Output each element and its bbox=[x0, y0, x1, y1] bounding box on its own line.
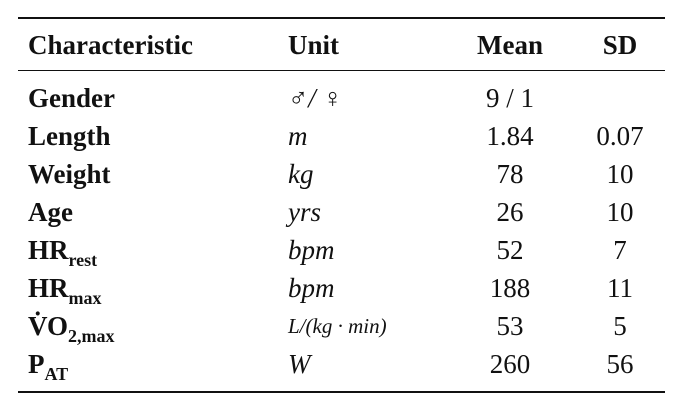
mean: 78 bbox=[496, 159, 524, 189]
label-text: HR bbox=[28, 235, 69, 265]
unit: ♂/ ♀ bbox=[288, 83, 343, 113]
row-label: Gender bbox=[28, 82, 115, 114]
unit: W bbox=[288, 349, 311, 379]
label-subscript: max bbox=[68, 288, 102, 308]
mean: 52 bbox=[496, 235, 524, 265]
column-header: Unit bbox=[288, 30, 340, 60]
unit: kg bbox=[288, 159, 314, 189]
row-label: V̇O2,max bbox=[28, 310, 114, 345]
label-text: P bbox=[28, 349, 45, 379]
mean: 9 / 1 bbox=[485, 83, 534, 113]
mid-rule bbox=[18, 70, 665, 71]
label-text: Age bbox=[28, 197, 73, 227]
label-text: Weight bbox=[28, 159, 111, 189]
label-text: Length bbox=[28, 121, 111, 151]
mean: 53 bbox=[496, 311, 524, 341]
label-text: Gender bbox=[28, 83, 115, 113]
mean: 260 bbox=[489, 349, 531, 379]
bottom-rule bbox=[18, 391, 665, 393]
mean: 188 bbox=[489, 273, 531, 303]
sd: 7 bbox=[613, 235, 627, 265]
unit: m bbox=[288, 121, 308, 151]
column-header: SD bbox=[602, 30, 638, 60]
row-label: Age bbox=[28, 196, 73, 228]
label-subscript: 2,max bbox=[67, 326, 115, 346]
label-text: HR bbox=[28, 273, 69, 303]
unit: L/(kg · min) bbox=[288, 314, 387, 338]
sd: 10 bbox=[606, 197, 634, 227]
label-text: V̇O bbox=[28, 311, 68, 341]
row-label: HRmax bbox=[28, 272, 102, 307]
mean: 1.84 bbox=[486, 121, 534, 151]
label-subscript: AT bbox=[44, 364, 69, 384]
sd: 5 bbox=[613, 311, 627, 341]
sd: 11 bbox=[607, 273, 633, 303]
unit: yrs bbox=[288, 197, 321, 227]
column-header: Characteristic bbox=[28, 30, 193, 60]
sd: 0.07 bbox=[596, 121, 644, 151]
row-label: Length bbox=[28, 120, 111, 152]
unit: bpm bbox=[288, 273, 335, 303]
unit: bpm bbox=[288, 235, 335, 265]
label-subscript: rest bbox=[68, 250, 98, 270]
sd: 56 bbox=[606, 349, 634, 379]
row-label: PAT bbox=[28, 348, 68, 383]
top-rule bbox=[18, 17, 665, 19]
row-label: HRrest bbox=[28, 234, 97, 269]
column-header: Mean bbox=[477, 30, 543, 60]
mean: 26 bbox=[496, 197, 524, 227]
sd: 10 bbox=[606, 159, 634, 189]
row-label: Weight bbox=[28, 158, 111, 190]
